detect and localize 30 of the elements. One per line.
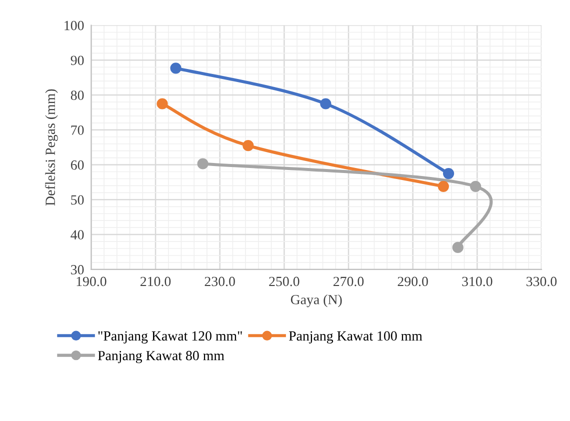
x-tick-label: 230.0 bbox=[204, 276, 235, 286]
x-tick-label: 270.0 bbox=[334, 276, 364, 286]
x-tick-label: 190.0 bbox=[76, 276, 106, 286]
x-axis-title: Gaya (N) bbox=[290, 294, 342, 308]
x-tick-label: 210.0 bbox=[140, 276, 171, 286]
y-tick-label: 40 bbox=[70, 230, 84, 240]
x-tick-label: 330.0 bbox=[526, 276, 557, 286]
x-tick-label: 310.0 bbox=[462, 276, 492, 286]
x-tick-label: 250.0 bbox=[269, 276, 300, 286]
y-tick-label: 30 bbox=[71, 265, 84, 274]
legend-label: Panjang Kawat 80 mm bbox=[98, 350, 224, 364]
point bbox=[470, 180, 482, 192]
y-tick-label: 80 bbox=[70, 90, 84, 100]
point bbox=[242, 140, 254, 152]
y-tick-label: 50 bbox=[71, 195, 84, 205]
point bbox=[320, 98, 332, 110]
y-tick-label: 70 bbox=[71, 125, 84, 135]
legend-label: "Panjang Kawat 120 mm" bbox=[98, 331, 242, 344]
point bbox=[438, 180, 449, 192]
x-tick-label: 290.0 bbox=[398, 276, 428, 286]
y-axis-title: Defleksi Pegas (mm) bbox=[45, 89, 58, 206]
point bbox=[452, 242, 464, 254]
y-tick-label: 100 bbox=[64, 20, 84, 30]
y-tick-label: 90 bbox=[70, 56, 84, 66]
point bbox=[170, 62, 182, 74]
y-tick-label: 60 bbox=[70, 160, 84, 170]
point bbox=[197, 158, 208, 170]
legend-label: Panjang Kawat 100 mm bbox=[288, 331, 422, 344]
point bbox=[156, 98, 168, 110]
point bbox=[442, 168, 454, 180]
